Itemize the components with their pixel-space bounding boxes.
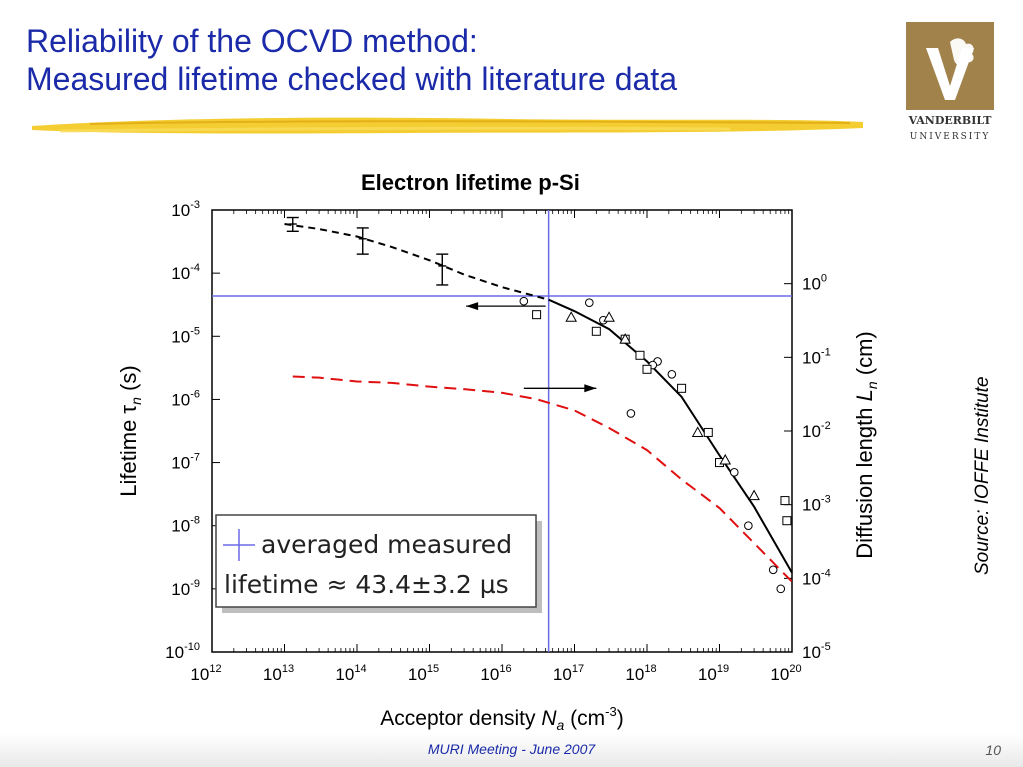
y-left-tick-label: 10-8 [171,515,200,536]
logo-text-line2: UNIVERSITY [910,132,991,142]
page-number: 10 [985,742,1001,758]
footer-bar [0,734,1023,767]
data-marker-triangle [691,426,704,437]
data-marker-circle [729,468,739,477]
legend-line1: averaged measured [261,530,512,559]
x-tick-label: 1017 [553,663,584,684]
axis-arrow-head-left [466,302,479,311]
y-right-tick-label: 100 [802,273,827,294]
vanderbilt-logo: VANDERBILT UNIVERSITY [906,22,994,142]
data-marker-square [635,350,645,360]
title-underline-brush [32,117,863,134]
lifetime-fit-dashed [284,223,549,301]
x-axis-label: Acceptor density Na (cm-3) [380,704,623,733]
x-tick-label: 1013 [263,663,294,684]
data-marker-circle [744,521,753,531]
x-tick-label: 1019 [698,663,729,684]
y-right-tick-label: 10-5 [802,641,831,662]
source-note: Source: IOFFE Institute [972,376,993,575]
x-tick-label: 1020 [770,663,801,684]
data-marker-circle [584,298,594,308]
legend: averaged measured lifetime ≈ 43.4±3.2 µs [215,514,542,613]
data-marker-circle [776,584,786,594]
y-left-tick-label: 10-4 [171,262,200,283]
y-right-tick-label: 10-4 [802,567,831,588]
legend-line2: lifetime ≈ 43.4±3.2 µs [224,570,509,599]
data-marker-triangle [603,311,615,322]
y-left-tick-label: 10-5 [171,325,200,346]
diffusion-length-curve [292,375,793,583]
data-marker-circle [626,409,636,418]
plot-frame [211,209,793,653]
data-marker-square [782,516,792,526]
data-marker-triangle [619,333,632,344]
y-right-tick-label: 10-3 [802,494,831,515]
y-right-tick-label: 10-2 [802,420,831,441]
data-marker-square [780,496,790,506]
slide-title-line1: Reliability of the OCVD method: [26,23,478,59]
data-marker-triangle [748,489,760,501]
data-marker-square [532,310,542,320]
x-tick-label: 1018 [625,663,656,684]
axis-arrow-head-right [584,384,597,393]
data-marker-triangle [565,311,578,322]
legend-box [215,514,537,608]
slide-title-line2: Measured lifetime checked with literatur… [26,61,677,97]
lifetime-chart: 1012 1013 1014 1015 1016 1017 1018 1019 1020 10-3… [116,199,880,733]
y-right-tick-label: 10-1 [802,346,831,367]
data-marker-square [703,427,713,437]
y-left-tick-label: 10-7 [171,452,200,473]
footer-text: MURI Meeting - June 2007 [427,741,596,757]
logo-text-line1: VANDERBILT [908,114,993,127]
lifetime-fit-solid [548,298,793,574]
data-marker-square [677,383,687,393]
x-tick-label: 1012 [190,663,221,684]
y-left-tick-label: 10-3 [171,199,200,220]
y-axis-left-label: Lifetime τn (s) [116,365,144,496]
data-marker-circle [667,370,677,379]
slide-title: Reliability of the OCVD method: Measured… [26,22,677,98]
y-left-tick-label: 10-10 [165,641,200,662]
x-tick-label: 1014 [335,663,366,684]
x-tick-label: 1015 [408,663,439,684]
data-marker-circle [519,296,529,306]
y-left-tick-label: 10-6 [171,388,200,409]
series-layer [212,210,793,652]
x-tick-label: 1016 [480,663,511,684]
data-marker-square [642,364,652,374]
data-marker-circle [768,565,778,575]
chart-title: Electron lifetime p-Si [361,170,580,195]
data-marker-square [591,326,601,336]
y-left-tick-label: 10-9 [171,578,200,599]
tick-layer: 1012 1013 1014 1015 1016 1017 1018 1019 1020 10-3… [165,199,831,684]
y-axis-right-label: Diffusion length Ln (cm) [852,331,880,559]
data-marker-triangle [719,453,732,465]
